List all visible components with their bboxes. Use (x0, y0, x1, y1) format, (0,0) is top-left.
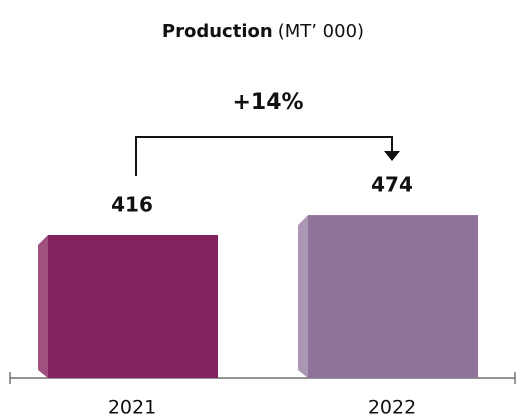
bracket (135, 136, 393, 176)
data-label: 474 (371, 173, 413, 197)
bar (48, 235, 218, 378)
x-tick-label: 2022 (368, 397, 416, 419)
bar-side (298, 215, 308, 378)
chart-title-group: Production (MT’ 000) (162, 21, 364, 42)
chart-title: Production (162, 21, 273, 42)
data-label: 416 (111, 193, 153, 217)
bar (308, 215, 478, 378)
bar-side (38, 235, 48, 378)
arrowhead (384, 151, 400, 161)
x-tick-label: 2021 (108, 397, 156, 419)
chart-unit: (MT’ 000) (278, 21, 364, 42)
annotation: +14% (232, 90, 303, 115)
